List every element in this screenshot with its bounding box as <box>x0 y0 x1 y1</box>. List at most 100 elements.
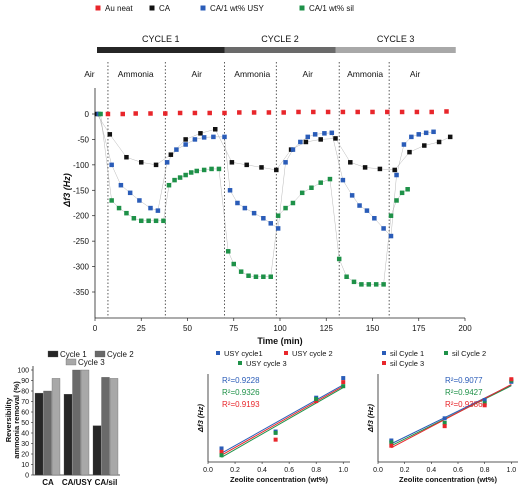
data-point <box>357 203 362 208</box>
data-point <box>385 109 390 115</box>
panel-x-tick-label: 0.8 <box>311 467 321 474</box>
data-point <box>351 279 357 285</box>
cycle-bar <box>97 47 225 53</box>
data-point <box>109 198 114 203</box>
data-point <box>355 109 360 115</box>
data-point <box>109 162 114 168</box>
data-point <box>164 160 170 165</box>
x-tick-label: 75 <box>229 324 238 333</box>
data-point <box>381 226 386 231</box>
data-point <box>137 198 142 203</box>
data-point <box>359 282 364 287</box>
fit-line <box>221 385 344 456</box>
panel-legend-label: sil Cycle 3 <box>390 359 424 368</box>
panel-r2-label: R²=0.9326 <box>222 388 260 397</box>
x-tick-label: 100 <box>273 324 287 333</box>
data-point <box>194 168 199 174</box>
data-point <box>431 129 436 135</box>
data-point <box>227 188 233 193</box>
panel-legend-marker <box>382 361 386 365</box>
data-point <box>207 110 212 116</box>
data-point <box>423 130 429 136</box>
data-point <box>235 200 240 206</box>
data-point <box>231 261 236 267</box>
data-point <box>414 109 420 115</box>
data-point <box>268 221 273 226</box>
fit-line <box>391 383 512 449</box>
data-point <box>118 182 124 188</box>
data-point <box>399 109 405 115</box>
data-point <box>229 160 235 165</box>
bar <box>43 390 52 476</box>
data-point <box>172 177 177 183</box>
bar-y-tick-label: 70 <box>21 399 29 406</box>
data-point <box>225 249 231 254</box>
bar-y-tick-label: 50 <box>21 420 29 427</box>
legend-marker <box>200 5 206 11</box>
data-point <box>399 190 405 196</box>
panel-data-point <box>219 453 224 458</box>
data-point <box>318 137 323 142</box>
bar-category-label: CA <box>42 478 54 487</box>
panel-legend-marker <box>382 351 386 355</box>
data-point <box>211 134 216 140</box>
legend-marker <box>299 5 305 11</box>
data-point <box>377 166 383 172</box>
legend-label: CA/1 wt% USY <box>210 4 264 13</box>
data-point <box>98 111 103 117</box>
x-tick-label: 200 <box>458 324 472 333</box>
data-point <box>131 216 137 221</box>
bar-legend-swatch <box>94 350 106 358</box>
bar-category-label: CA/USY <box>62 478 93 487</box>
data-point <box>177 175 183 180</box>
panel-data-point <box>442 424 447 429</box>
data-point <box>116 205 122 211</box>
data-point <box>124 210 129 216</box>
legend-label: CA <box>159 4 171 13</box>
data-point <box>198 131 203 136</box>
bar-y-tick-label: 0 <box>25 473 29 480</box>
data-point <box>318 180 323 185</box>
phase-label: Air <box>303 69 314 79</box>
data-point <box>105 111 111 117</box>
bar <box>34 392 44 476</box>
y-tick-label: -50 <box>77 135 89 144</box>
data-point <box>344 274 349 279</box>
panel-data-point <box>482 403 487 408</box>
data-point <box>127 190 133 196</box>
data-point <box>444 109 449 114</box>
data-point <box>251 110 257 115</box>
panel-legend-label: sil Cycle 2 <box>452 349 486 358</box>
data-point <box>213 127 218 132</box>
bar-y-axis-title: Reversibility <box>4 397 13 442</box>
panel-r2-label: R²=0.9427 <box>445 388 483 397</box>
data-point <box>139 160 144 165</box>
data-point <box>201 135 207 140</box>
bar-legend-label: Cycle 3 <box>78 358 105 367</box>
data-point <box>183 142 188 147</box>
panel-data-point <box>314 397 319 402</box>
data-point <box>237 110 242 115</box>
panel-legend-marker <box>444 351 448 355</box>
data-point <box>120 111 125 117</box>
data-point <box>246 273 251 278</box>
y-tick-label: -200 <box>73 212 90 221</box>
panel-x-tick-label: 0.2 <box>230 467 240 474</box>
panel-legend-label: sil Cycle 1 <box>390 349 424 358</box>
bar <box>101 377 110 476</box>
data-point <box>209 166 214 172</box>
bar-category-label: CA/sil <box>95 478 118 487</box>
y-tick-label: 0 <box>85 110 90 119</box>
panel-x-axis-title: Zeolite concentration (wt%) <box>230 475 328 484</box>
series-guide-line <box>96 113 451 171</box>
data-point <box>388 213 394 218</box>
panel-data-point <box>442 416 447 421</box>
data-point <box>381 282 386 287</box>
data-point <box>405 187 410 192</box>
bar-y-tick-label: 60 <box>21 410 29 417</box>
panel-data-point <box>219 446 224 451</box>
data-point <box>327 176 333 182</box>
panel-legend-label: USY cycle1 <box>224 349 263 358</box>
y-tick-label: -350 <box>73 288 90 297</box>
